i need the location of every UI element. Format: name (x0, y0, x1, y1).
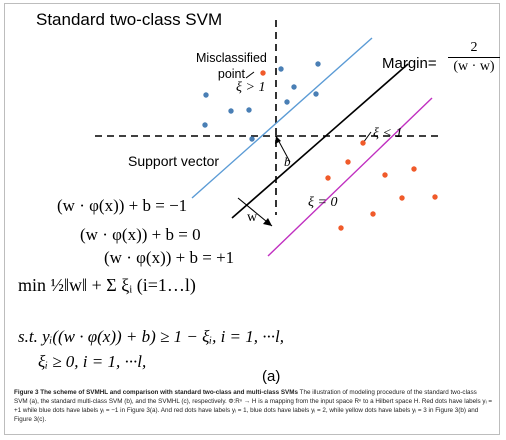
blue-dots (202, 61, 321, 142)
figure-caption: Figure 3 The scheme of SVMHL and compari… (14, 388, 492, 424)
red-dot (345, 159, 351, 165)
xi-gt-arrow (245, 71, 255, 79)
hyperplane-positive (267, 97, 433, 257)
blue-dot (315, 61, 321, 67)
equation-hyperplane-zero: (w · φ(x)) + b = 0 (80, 225, 201, 244)
margin-fraction: 2 (w · w) (448, 40, 500, 75)
equation-hyperplane-negative: (w · φ(x)) + b = −1 (57, 196, 188, 215)
misclassified-line1: Misclassified (196, 51, 267, 65)
xi-gt-label: ξ > 1 (236, 80, 266, 95)
blue-dot (291, 84, 297, 90)
constraint-slack: ξᵢ ≥ 0, i = 1, ···l, (38, 352, 147, 371)
margin-label: Margin= (382, 55, 437, 72)
xi-lt-label: ξ < 1 (373, 126, 403, 141)
xi-eq-label: ξ = 0 (308, 195, 338, 210)
hyperplane-negative (191, 37, 373, 199)
equation-hyperplane-positive: (w · φ(x)) + b = +1 (104, 248, 235, 267)
red-dot (411, 166, 417, 172)
blue-dot (228, 108, 234, 114)
blue-dot (246, 107, 252, 113)
red-dots (260, 70, 438, 231)
w-label: w (247, 210, 258, 225)
panel-label: (a) (262, 368, 281, 385)
support-vector-label: Support vector (128, 153, 220, 169)
red-dot (325, 175, 331, 181)
red-dot (360, 140, 366, 146)
b-arrowhead (275, 136, 281, 144)
red-dot (382, 172, 388, 178)
constraint-margin: s.t. yᵢ((w · φ(x)) + b) ≥ 1 − ξᵢ, i = 1,… (18, 327, 284, 346)
caption-body: The illustration of modeling procedure o… (14, 389, 492, 423)
misclassified-label: Misclassified point (196, 50, 267, 82)
blue-dot (313, 91, 319, 97)
objective-function: min ½‖w‖ + Σ ξᵢ (i=1…l) (18, 275, 196, 295)
blue-dot (249, 136, 255, 142)
blue-dot (203, 92, 209, 98)
blue-dot (278, 66, 284, 72)
b-label: b (284, 154, 291, 169)
figure-frame (4, 3, 500, 435)
w-arrowhead (263, 218, 272, 226)
blue-dot (202, 122, 208, 128)
hyperplane-decision (231, 63, 409, 219)
red-dot-misclassified (260, 70, 266, 76)
red-dot (432, 194, 438, 200)
margin-numerator: 2 (448, 40, 500, 58)
red-dot (399, 195, 405, 201)
misclassified-line2: point (217, 67, 245, 81)
caption-heading: Figure 3 The scheme of SVMHL and compari… (14, 389, 299, 396)
margin-denominator: (w · w) (453, 59, 495, 74)
red-dot (370, 211, 376, 217)
diagram-title: Standard two-class SVM (36, 10, 223, 29)
blue-dot (284, 99, 290, 105)
red-dot (338, 225, 344, 231)
